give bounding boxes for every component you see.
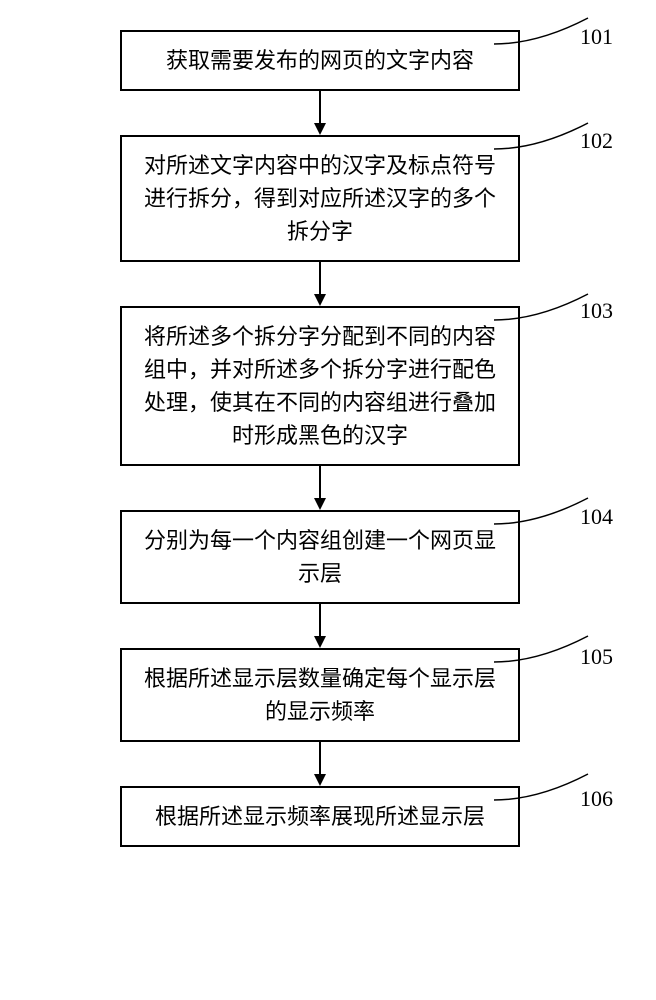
- arrow-102-103: [40, 262, 600, 306]
- node-label-104: 104: [580, 504, 613, 530]
- arrow-104-105: [40, 604, 600, 648]
- flow-node-101: 获取需要发布的网页的文字内容: [120, 30, 520, 91]
- node-label-105: 105: [580, 644, 613, 670]
- flow-node-106: 根据所述显示频率展现所述显示层: [120, 786, 520, 847]
- node-label-101: 101: [580, 24, 613, 50]
- node-text: 根据所述显示频率展现所述显示层: [155, 804, 485, 829]
- flow-node-104: 分别为每一个内容组创建一个网页显示层: [120, 510, 520, 604]
- node-text: 将所述多个拆分字分配到不同的内容组中，并对所述多个拆分字进行配色处理，使其在不同…: [144, 324, 496, 448]
- node-text: 根据所述显示层数量确定每个显示层的显示频率: [144, 666, 496, 724]
- flow-node-102: 对所述文字内容中的汉字及标点符号进行拆分，得到对应所述汉字的多个拆分字: [120, 135, 520, 262]
- flow-node-103: 将所述多个拆分字分配到不同的内容组中，并对所述多个拆分字进行配色处理，使其在不同…: [120, 306, 520, 466]
- node-text: 对所述文字内容中的汉字及标点符号进行拆分，得到对应所述汉字的多个拆分字: [144, 153, 496, 244]
- arrow-103-104: [40, 466, 600, 510]
- flowchart-container: 获取需要发布的网页的文字内容 101 对所述文字内容中的汉字及标点符号进行拆分，…: [40, 30, 600, 847]
- node-label-102: 102: [580, 128, 613, 154]
- node-text: 分别为每一个内容组创建一个网页显示层: [144, 528, 496, 586]
- flow-node-105: 根据所述显示层数量确定每个显示层的显示频率: [120, 648, 520, 742]
- node-text: 获取需要发布的网页的文字内容: [166, 48, 474, 73]
- arrow-101-102: [40, 91, 600, 135]
- node-label-103: 103: [580, 298, 613, 324]
- arrow-105-106: [40, 742, 600, 786]
- node-label-106: 106: [580, 786, 613, 812]
